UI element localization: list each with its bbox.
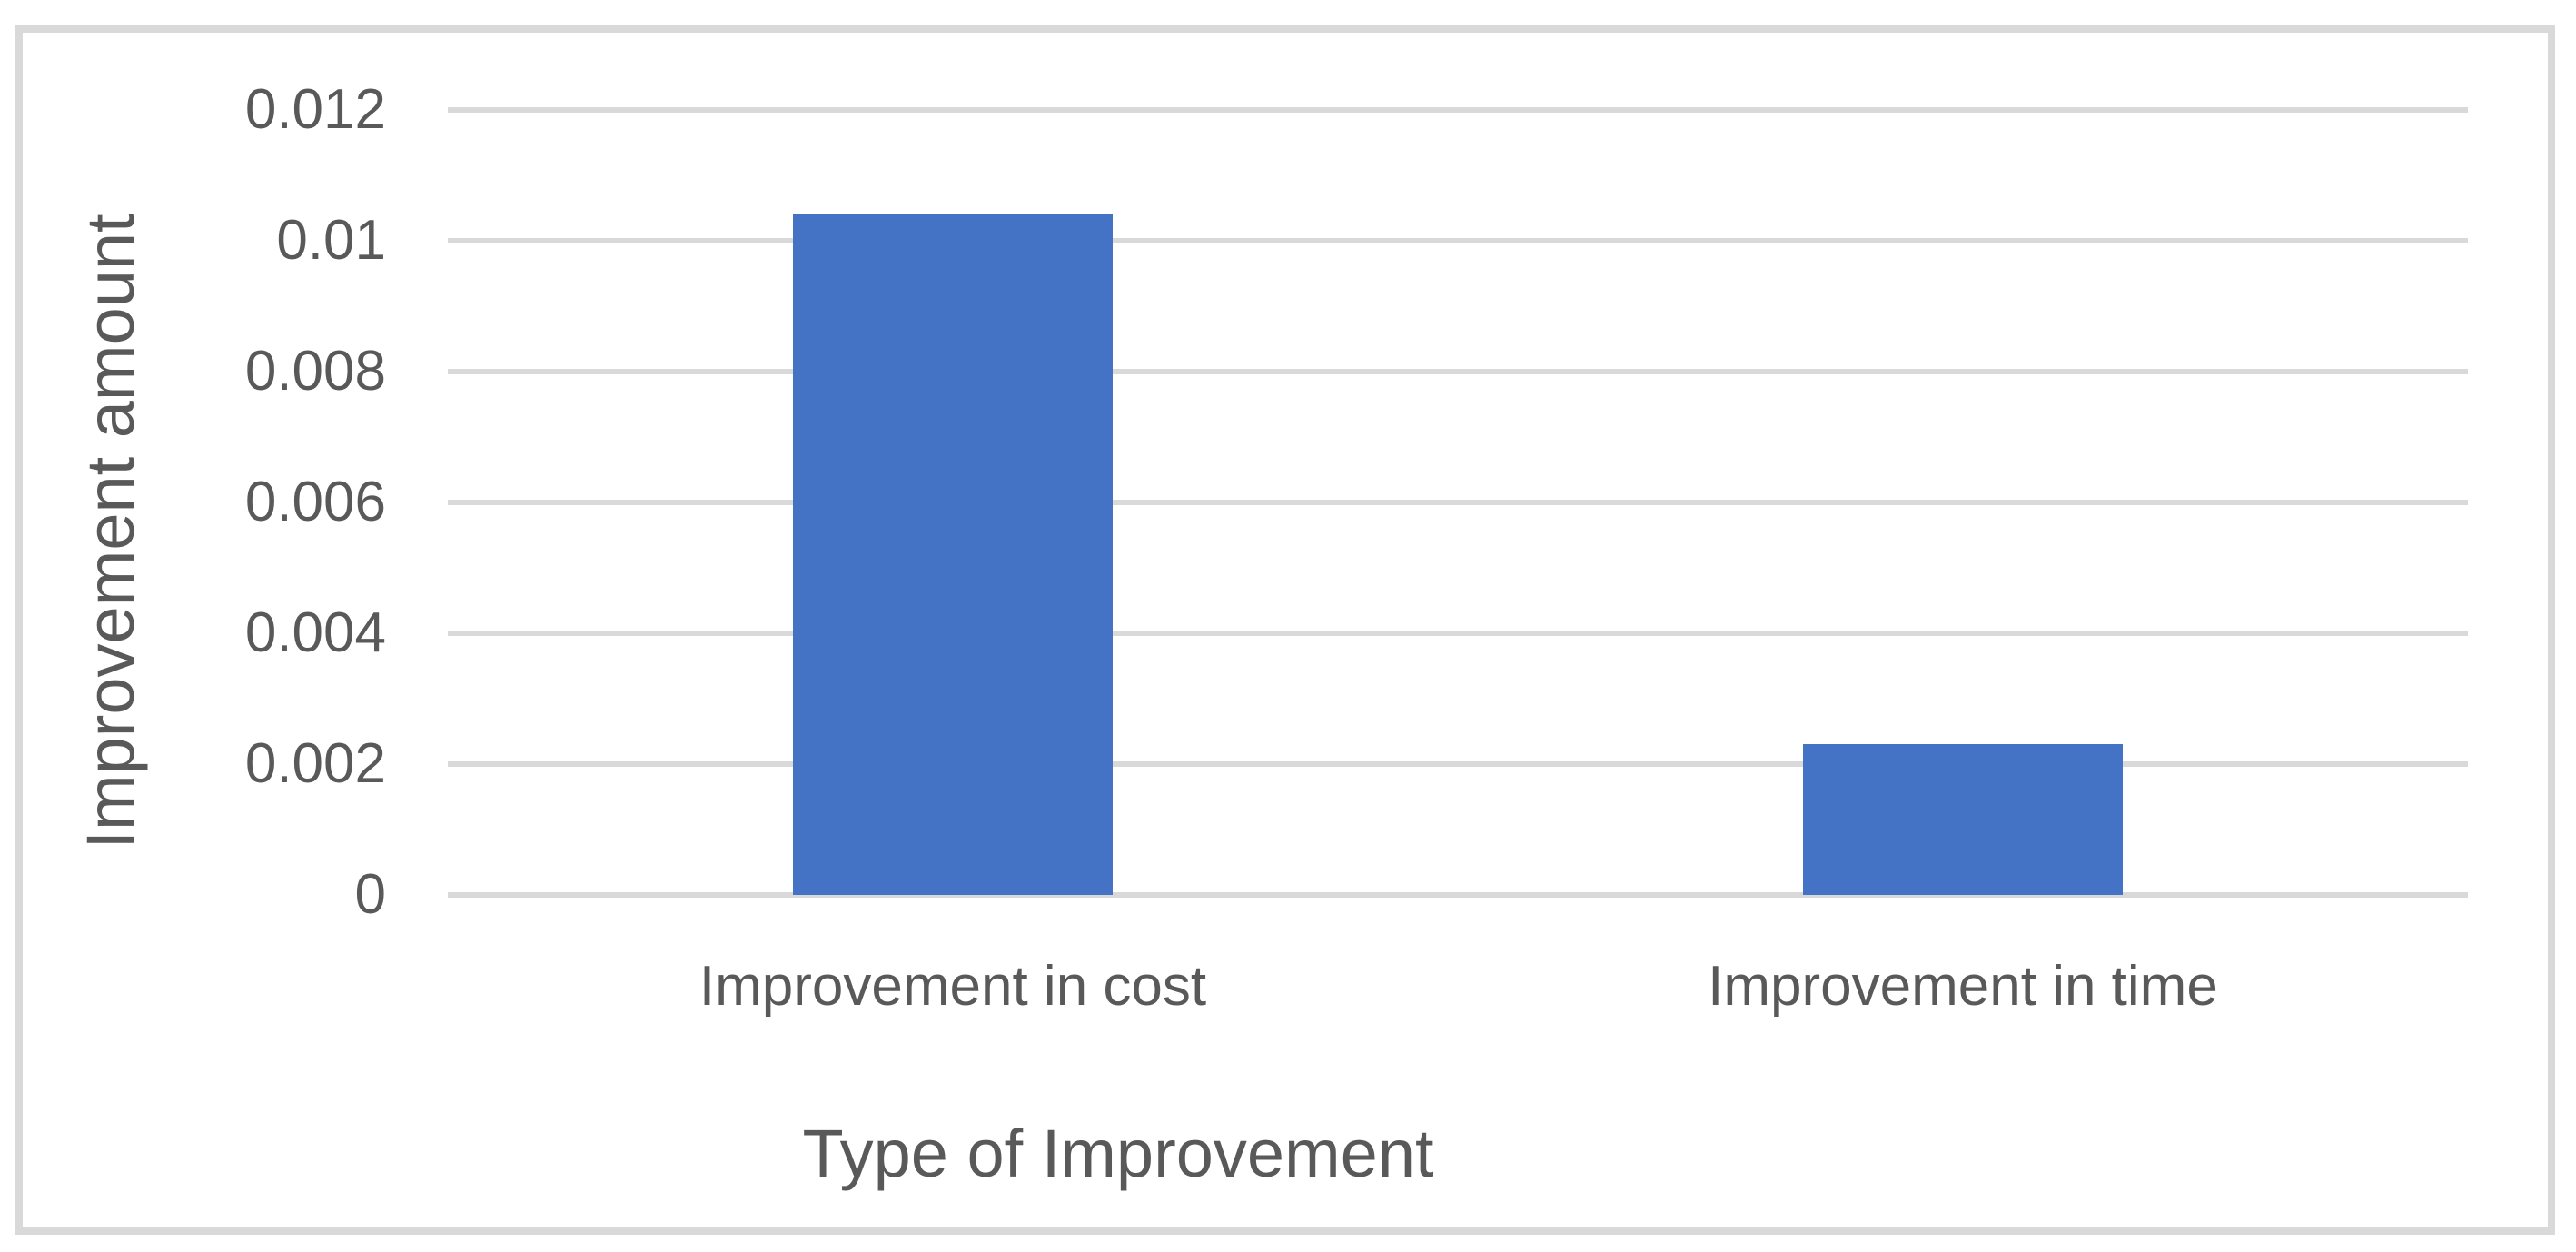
bar-improvement-in-cost xyxy=(793,214,1113,895)
y-axis-title: Improvement amount xyxy=(73,214,148,850)
y-tick-label-0.008: 0.008 xyxy=(244,340,386,402)
y-tick-label-0: 0 xyxy=(354,863,386,926)
chart-border-frame xyxy=(15,25,2555,1235)
x-category-label-1: Improvement in cost xyxy=(698,955,1207,1018)
x-category-label-2: Improvement in time xyxy=(1708,955,2218,1018)
gridline-0.002 xyxy=(448,761,2468,767)
x-axis-title: Type of Improvement xyxy=(802,1116,1434,1191)
gridline-0.008 xyxy=(448,369,2468,374)
gridline-0.01 xyxy=(448,238,2468,243)
gridline-0 xyxy=(448,892,2468,898)
gridline-0.004 xyxy=(448,631,2468,636)
y-tick-label-0.004: 0.004 xyxy=(244,601,386,664)
y-tick-label-0.006: 0.006 xyxy=(244,471,386,533)
y-tick-label-0.012: 0.012 xyxy=(244,78,386,141)
bar-improvement-in-time xyxy=(1803,744,2123,895)
gridline-0.006 xyxy=(448,500,2468,505)
y-tick-label-0.01: 0.01 xyxy=(276,209,386,272)
y-tick-label-0.002: 0.002 xyxy=(244,732,386,795)
gridline-0.012 xyxy=(448,107,2468,113)
